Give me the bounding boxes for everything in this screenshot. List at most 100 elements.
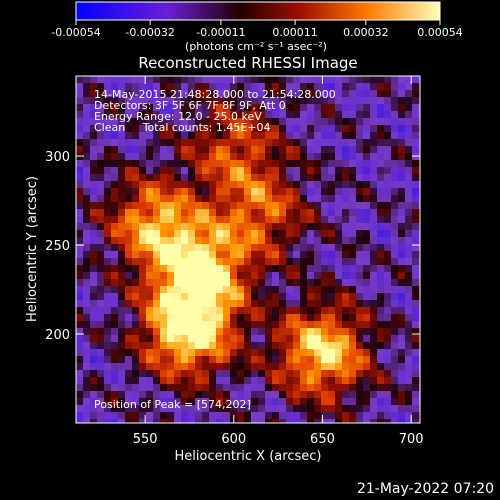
heatmap-cell	[139, 146, 147, 154]
heatmap-cell	[104, 279, 112, 287]
heatmap-cell	[412, 321, 420, 329]
heatmap-cell	[139, 174, 147, 182]
heatmap-cell	[265, 335, 273, 343]
heatmap-cell	[314, 132, 322, 140]
heatmap-cell	[335, 237, 343, 245]
heatmap-cell	[160, 398, 168, 406]
heatmap-cell	[202, 202, 210, 210]
heatmap-cell	[370, 412, 378, 420]
heatmap-cell	[300, 328, 308, 336]
heatmap-cell	[76, 209, 84, 217]
heatmap-cell	[97, 363, 105, 371]
heatmap-cell	[391, 349, 399, 357]
heatmap-cell	[167, 111, 175, 119]
heatmap-cell	[237, 391, 245, 399]
heatmap-cell	[405, 139, 413, 147]
heatmap-cell	[146, 356, 154, 364]
heatmap-cell	[300, 195, 308, 203]
heatmap-cell	[384, 328, 392, 336]
heatmap-cell	[188, 146, 196, 154]
heatmap-cell	[405, 321, 413, 329]
heatmap-cell	[405, 314, 413, 322]
heatmap-cell	[370, 146, 378, 154]
heatmap-cell	[356, 76, 364, 84]
heatmap-cell	[258, 181, 266, 189]
heatmap-cell	[377, 139, 385, 147]
heatmap-cell	[251, 370, 259, 378]
heatmap-cell	[118, 370, 126, 378]
heatmap-cell	[216, 349, 224, 357]
heatmap-cell	[146, 328, 154, 336]
heatmap-cell	[181, 181, 189, 189]
heatmap-cell	[265, 139, 273, 147]
heatmap-cell	[237, 97, 245, 105]
heatmap-cell	[181, 132, 189, 140]
heatmap-cell	[146, 321, 154, 329]
heatmap-cell	[342, 377, 350, 385]
heatmap-cell	[265, 370, 273, 378]
heatmap-cell	[174, 118, 182, 126]
heatmap-cell	[272, 328, 280, 336]
heatmap-cell	[244, 76, 252, 84]
heatmap-cell	[356, 370, 364, 378]
heatmap-cell	[342, 174, 350, 182]
heatmap-cell	[174, 237, 182, 245]
heatmap-cell	[118, 132, 126, 140]
heatmap-cell	[398, 412, 406, 420]
heatmap-cell	[195, 244, 203, 252]
heatmap-cell	[265, 181, 273, 189]
heatmap-cell	[153, 258, 161, 266]
heatmap-cell	[174, 160, 182, 168]
heatmap-cell	[104, 174, 112, 182]
heatmap-cell	[118, 349, 126, 357]
heatmap-cell	[209, 286, 217, 294]
heatmap-cell	[412, 188, 420, 196]
heatmap-cell	[258, 370, 266, 378]
heatmap-cell	[363, 202, 371, 210]
heatmap-cell	[377, 342, 385, 350]
heatmap-cell	[104, 265, 112, 273]
heatmap-cell	[216, 132, 224, 140]
heatmap-cell	[104, 356, 112, 364]
heatmap-cell	[377, 111, 385, 119]
heatmap-cell	[293, 391, 301, 399]
heatmap-cell	[118, 328, 126, 336]
heatmap-cell	[244, 286, 252, 294]
heatmap-cell	[286, 223, 294, 231]
heatmap-cell	[216, 293, 224, 301]
heatmap-cell	[223, 216, 231, 224]
heatmap-cell	[216, 356, 224, 364]
heatmap-cell	[90, 251, 98, 259]
heatmap-cell	[370, 258, 378, 266]
heatmap-cell	[272, 83, 280, 91]
heatmap-cell	[356, 195, 364, 203]
heatmap-cell	[146, 237, 154, 245]
heatmap-cell	[111, 307, 119, 315]
heatmap-cell	[76, 405, 84, 413]
heatmap-cell	[181, 370, 189, 378]
heatmap-cell	[111, 314, 119, 322]
heatmap-cell	[153, 174, 161, 182]
heatmap-cell	[286, 370, 294, 378]
heatmap-cell	[202, 356, 210, 364]
heatmap-cell	[307, 363, 315, 371]
heatmap-cell	[307, 286, 315, 294]
heatmap-cell	[146, 111, 154, 119]
heatmap-cell	[391, 146, 399, 154]
heatmap-cell	[370, 363, 378, 371]
heatmap-cell	[209, 76, 217, 84]
heatmap-cell	[384, 279, 392, 287]
heatmap-cell	[370, 90, 378, 98]
heatmap-cell	[251, 167, 259, 175]
heatmap-cell	[202, 216, 210, 224]
heatmap-cell	[335, 118, 343, 126]
heatmap-cell	[335, 265, 343, 273]
heatmap-cell	[202, 398, 210, 406]
heatmap-cell	[258, 391, 266, 399]
heatmap-cell	[342, 125, 350, 133]
colorbar: -0.00054 -0.00032 -0.00011 0.00011 0.00032 0.…	[51, 1, 463, 53]
heatmap-cell	[279, 244, 287, 252]
heatmap-cell	[321, 419, 329, 423]
heatmap-cell	[300, 307, 308, 315]
heatmap-cell	[195, 300, 203, 308]
